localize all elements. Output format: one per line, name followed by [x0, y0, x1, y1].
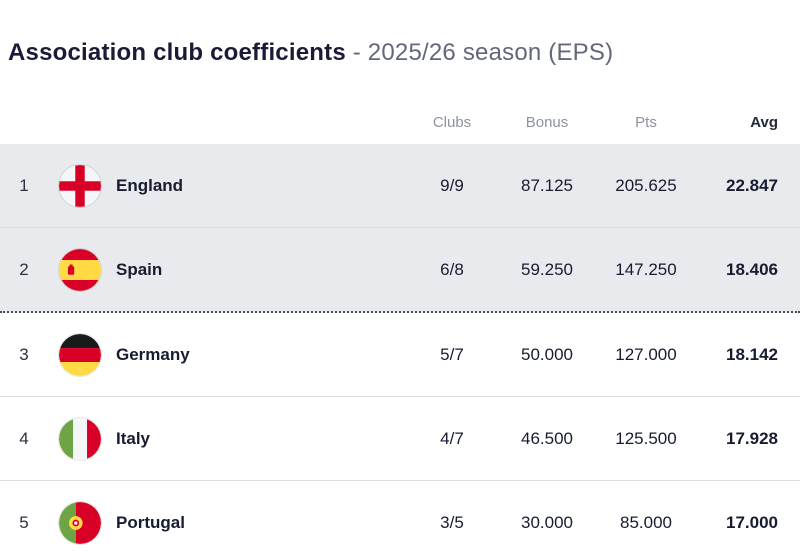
bonus-value: 59.250 — [521, 259, 573, 279]
bonus-value: 87.125 — [521, 175, 573, 195]
rank: 2 — [19, 259, 29, 279]
country-name: Spain — [116, 259, 163, 279]
avg-value: 18.142 — [726, 344, 778, 364]
bonus-value: 50.000 — [521, 344, 573, 364]
germany-flag-icon — [59, 333, 101, 376]
pts-value: 147.250 — [615, 259, 677, 279]
rank: 4 — [19, 428, 29, 448]
column-header-clubs: Clubs — [432, 113, 472, 131]
country-name: Germany — [116, 344, 190, 364]
title-main: Association club coefficients — [8, 39, 346, 66]
flag-cell — [48, 164, 112, 207]
table-row[interactable]: 1 England 9/9 87.125 205.625 22.847 — [0, 144, 800, 227]
rank: 3 — [19, 344, 29, 364]
pts-value: 205.625 — [615, 175, 677, 195]
table-row[interactable]: 4 Italy 4/7 46.500 125.500 17.928 — [0, 397, 800, 481]
pts-value: 127.000 — [615, 344, 677, 364]
pts-value: 125.500 — [615, 428, 677, 448]
clubs-value: 9/9 — [440, 175, 464, 195]
table-header-row: Clubs Bonus Pts Avg — [0, 100, 800, 144]
bonus-value: 30.000 — [521, 512, 573, 532]
spain-flag-icon — [59, 248, 101, 291]
country-name: Portugal — [116, 512, 185, 532]
flag-cell — [48, 333, 112, 376]
italy-flag-icon — [59, 417, 101, 460]
avg-value: 22.847 — [726, 175, 778, 195]
country-name: Italy — [116, 428, 151, 448]
pts-value: 85.000 — [620, 512, 672, 532]
clubs-value: 4/7 — [440, 428, 464, 448]
flag-cell — [48, 417, 112, 460]
flag-cell — [48, 501, 112, 544]
table-row[interactable]: 3 Germany 5/7 50.000 127.000 18.142 — [0, 313, 800, 397]
flag-cell — [48, 248, 112, 291]
clubs-value: 6/8 — [440, 259, 464, 279]
column-header-pts: Pts — [635, 113, 657, 131]
table-row[interactable]: 5 Portugal 3/5 30.000 85.000 17.000 — [0, 481, 800, 555]
avg-value: 17.000 — [726, 512, 778, 532]
portugal-flag-icon — [59, 501, 101, 544]
column-header-avg: Avg — [750, 113, 778, 131]
table-body: 1 England 9/9 87.125 205.625 22.847 2 Sp… — [0, 144, 800, 555]
rank: 5 — [19, 512, 29, 532]
title-sub: - 2025/26 season (EPS) — [345, 39, 614, 66]
rank: 1 — [19, 175, 29, 195]
avg-value: 17.928 — [726, 428, 778, 448]
clubs-value: 5/7 — [440, 344, 464, 364]
table-row[interactable]: 2 Spain 6/8 59.250 147.250 18.406 — [0, 227, 800, 313]
page-title: Association club coefficients - 2025/26 … — [8, 38, 800, 68]
bonus-value: 46.500 — [521, 428, 573, 448]
country-name: England — [116, 175, 184, 195]
column-header-bonus: Bonus — [525, 113, 569, 131]
clubs-value: 3/5 — [440, 512, 464, 532]
avg-value: 18.406 — [726, 259, 778, 279]
england-flag-icon — [59, 164, 101, 207]
